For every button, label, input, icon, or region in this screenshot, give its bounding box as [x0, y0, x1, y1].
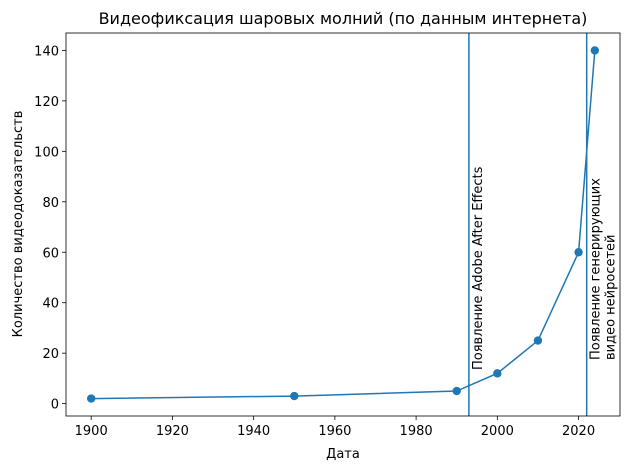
annotation: Появление Adobe After Effects: [471, 166, 486, 370]
y-tick-label: 0: [51, 398, 59, 413]
point: [574, 248, 583, 257]
y-tick-label: 80: [42, 196, 59, 211]
x-tick-label: 1900: [75, 424, 108, 439]
y-tick-label: 120: [34, 95, 59, 110]
line: [91, 50, 596, 400]
x-tick-label: 1980: [400, 424, 433, 439]
chart-title: Видеофиксация шаровых молний (по данным …: [99, 9, 588, 28]
plot-frame: [65, 32, 621, 417]
y-tick-label: 100: [34, 145, 59, 160]
y-tick-label: 40: [42, 297, 59, 312]
x-tick-label: 2000: [481, 424, 514, 439]
x-tick-label: 1940: [237, 424, 270, 439]
x-tick-label: 2020: [562, 424, 595, 439]
annotation-line: видео нейросетей: [604, 235, 619, 361]
annotation-text: Появление Adobe After Effects: [471, 166, 486, 370]
point: [452, 386, 461, 396]
annotation-line: Появление Adobe After Effects: [471, 166, 486, 370]
annotation-line: Появление генерирующих: [589, 178, 604, 360]
y-tick-label: 140: [34, 44, 59, 59]
x-tick-label: 1920: [156, 424, 189, 439]
x-axis-label: Дата: [326, 447, 360, 462]
point: [290, 391, 299, 401]
annotation-text: Появление генерирующихвидео нейросетей: [589, 178, 619, 360]
point: [493, 369, 502, 378]
annotation: Появление генерирующихвидео нейросетей: [589, 178, 619, 360]
point: [86, 394, 96, 403]
point: [533, 336, 543, 345]
y-tick-label: 60: [42, 246, 59, 261]
y-axis-label: Количество видеодоказательств: [11, 111, 26, 338]
x-tick-label: 1960: [318, 424, 351, 439]
point: [590, 46, 600, 55]
y-tick-label: 20: [42, 347, 59, 362]
